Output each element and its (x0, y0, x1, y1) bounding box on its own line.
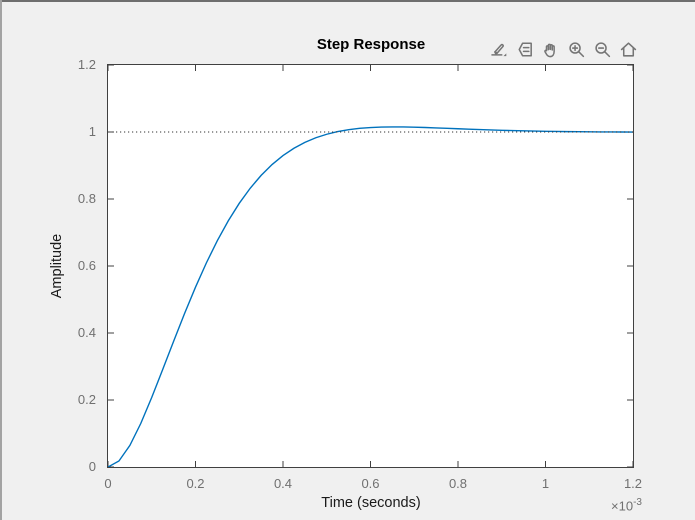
y-tick-label: 0.2 (77, 392, 96, 407)
x-axis-multiplier: ×10-3 (560, 497, 642, 513)
x-axis-multiplier-base: ×10 (611, 498, 634, 514)
x-tick-label: 1 (541, 476, 550, 491)
chart-title: Step Response (316, 36, 426, 53)
zoom-in-icon[interactable] (566, 39, 587, 60)
x-tick-label: 0.2 (186, 476, 205, 491)
x-tick-label: 0.6 (361, 476, 380, 491)
axes-toolbar (488, 39, 639, 60)
x-axis-multiplier-exp: -3 (633, 497, 642, 508)
x-tick-label: 1.2 (623, 476, 643, 491)
y-tick-label: 0 (88, 459, 96, 474)
y-tick-label: 1 (88, 124, 96, 139)
y-axis-label: Amplitude (49, 233, 65, 299)
y-tick-label: 1.2 (77, 57, 96, 72)
x-axis-label: Time (seconds) (321, 495, 421, 511)
plot-area[interactable] (107, 64, 634, 468)
x-axis-tick-labels: 0 0.2 0.4 0.6 0.8 1 1.2 (104, 476, 642, 492)
pan-icon[interactable] (540, 39, 561, 60)
y-tick-label: 0.4 (77, 325, 96, 340)
x-tick-label: 0 (104, 476, 112, 491)
brush-icon[interactable] (488, 39, 509, 60)
datatips-icon[interactable] (514, 39, 535, 60)
step-response-line (108, 126, 633, 467)
plot-canvas (108, 65, 633, 467)
window-border-left (0, 0, 2, 520)
x-tick-label: 0.4 (273, 476, 293, 491)
y-tick-label: 0.6 (77, 258, 96, 273)
x-tick-label: 0.8 (448, 476, 468, 491)
zoom-out-icon[interactable] (592, 39, 613, 60)
y-axis-tick-labels: 0 0.2 0.4 0.6 0.8 1 1.2 (0, 57, 96, 474)
y-tick-label: 0.8 (77, 191, 96, 206)
window-border-top (0, 0, 695, 2)
home-icon[interactable] (618, 39, 639, 60)
